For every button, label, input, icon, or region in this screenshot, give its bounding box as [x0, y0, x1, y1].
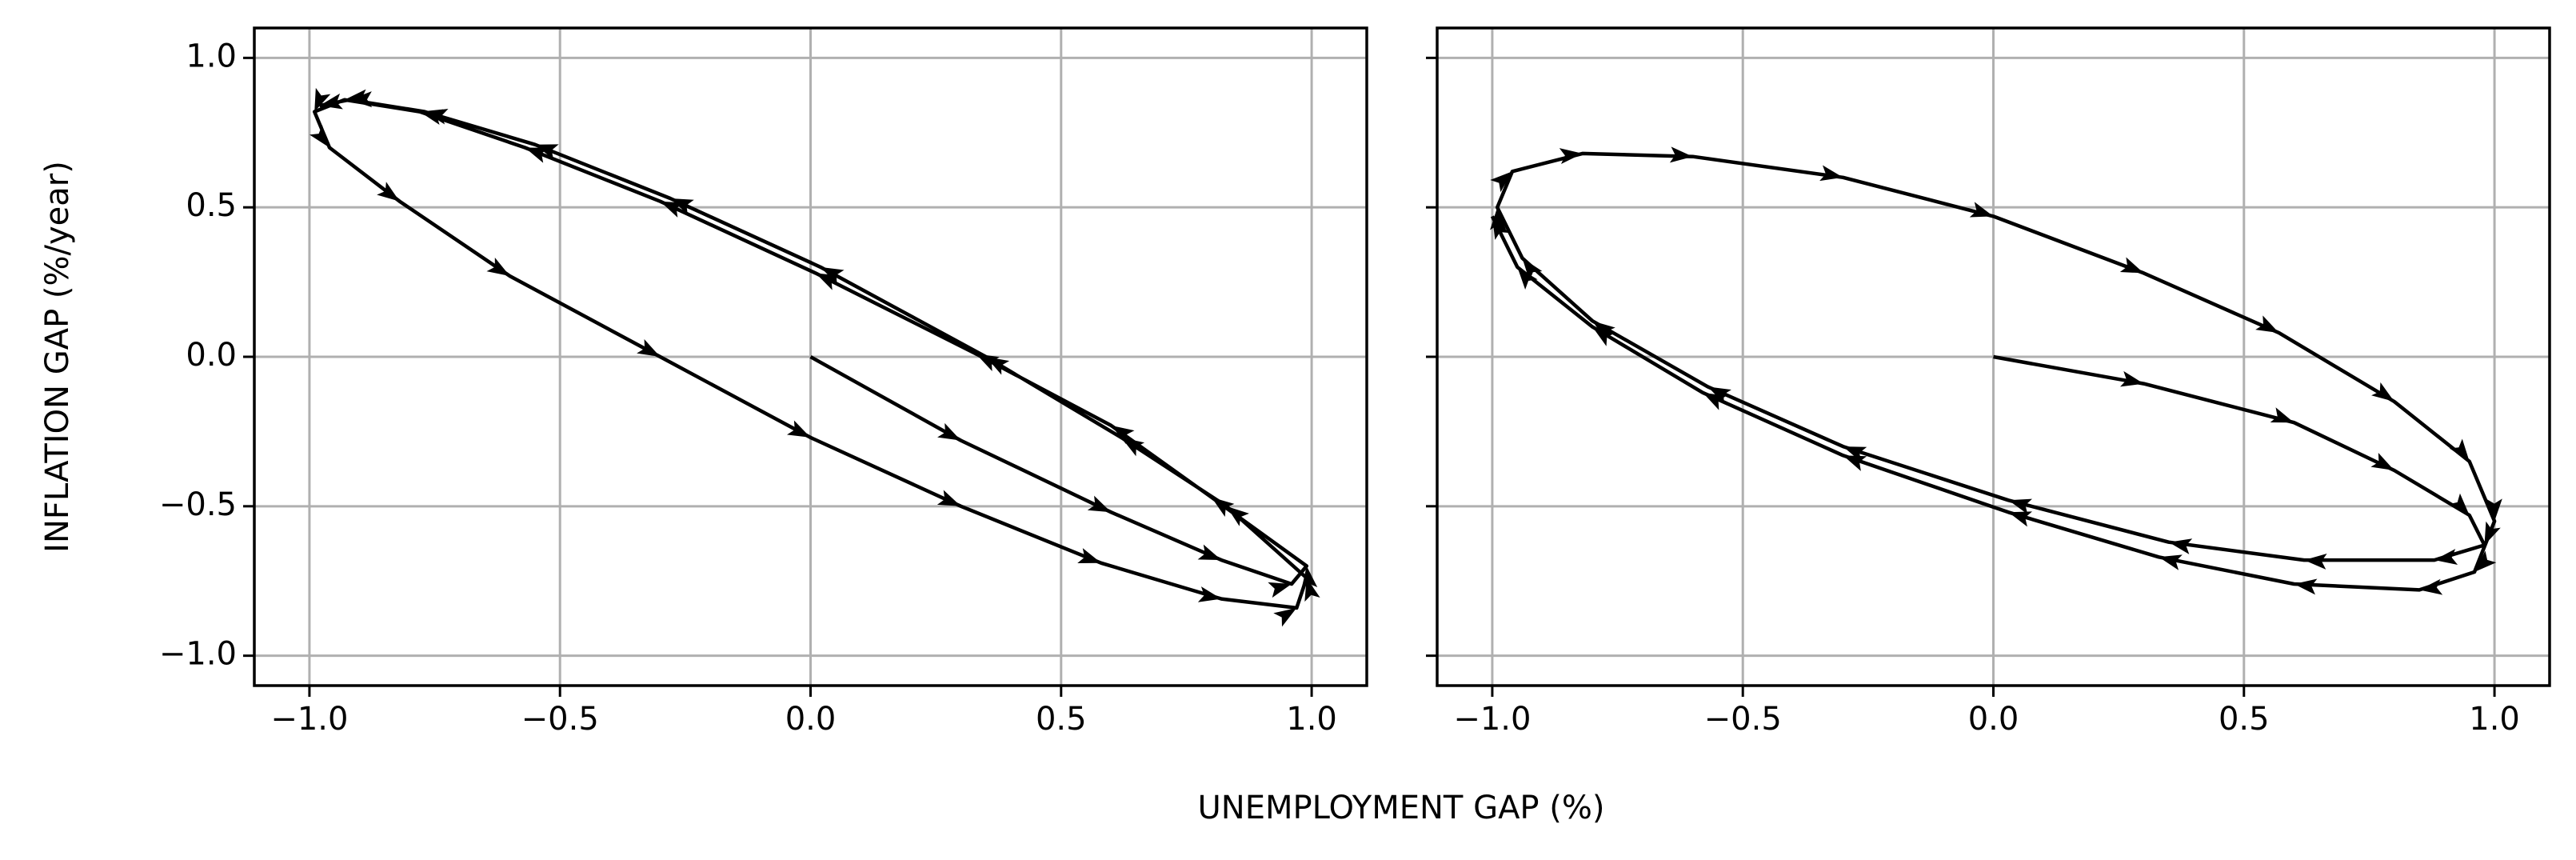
- y-tick-label: −1.0: [159, 636, 237, 673]
- x-tick-label: 0.5: [2219, 701, 2270, 738]
- x-tick-label: 0.0: [1968, 701, 2019, 738]
- x-axis-label: UNEMPLOYMENT GAP (%): [1198, 790, 1605, 826]
- trajectory: [309, 87, 1320, 627]
- axes-frame: [1436, 26, 2551, 687]
- y-tick-label: 0.0: [186, 337, 237, 374]
- x-tick-label: 0.0: [785, 701, 837, 738]
- x-tick-label: −0.5: [1704, 701, 1782, 738]
- axes-frame: [253, 26, 1368, 687]
- y-tick-label: 0.5: [186, 187, 237, 224]
- y-tick-label: −0.5: [159, 486, 237, 523]
- y-tick-label: 1.0: [186, 38, 237, 74]
- x-tick-label: −0.5: [521, 701, 599, 738]
- trajectory: [1490, 146, 2502, 595]
- x-tick-label: −1.0: [1453, 701, 1531, 738]
- x-tick-label: 0.5: [1036, 701, 1087, 738]
- x-tick-label: 1.0: [1286, 701, 1337, 738]
- x-tick-label: −1.0: [270, 701, 348, 738]
- x-tick-label: 1.0: [2469, 701, 2520, 738]
- y-axis-label: INFLATION GAP (%/year): [39, 161, 76, 553]
